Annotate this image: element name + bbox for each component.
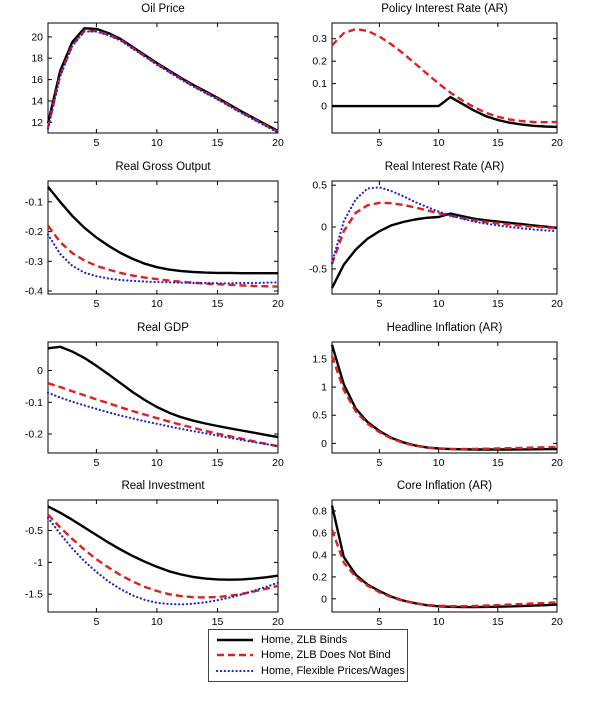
chart-title-core-inflation: Core Inflation (AR) <box>396 480 493 492</box>
svg-text:0: 0 <box>37 365 43 377</box>
svg-text:15: 15 <box>492 137 504 149</box>
plot-oil-price: 5 10 15 20 12 14 16 18 20 <box>31 22 284 149</box>
svg-text:5: 5 <box>93 616 99 628</box>
svg-text:10: 10 <box>151 298 163 310</box>
svg-text:0.5: 0.5 <box>312 180 327 192</box>
svg-text:20: 20 <box>551 137 563 149</box>
svg-text:0.8: 0.8 <box>312 506 327 518</box>
chart-title-headline-inflation: Headline Inflation (AR) <box>386 322 503 334</box>
svg-text:20: 20 <box>551 457 563 469</box>
svg-text:15: 15 <box>212 298 224 310</box>
svg-text:20: 20 <box>551 616 563 628</box>
chart-title-real-interest-rate: Real Interest Rate (AR) <box>384 161 505 173</box>
svg-text:15: 15 <box>212 616 224 628</box>
svg-text:0.3: 0.3 <box>312 33 327 45</box>
svg-text:18: 18 <box>31 53 43 65</box>
svg-text:0.6: 0.6 <box>312 527 327 539</box>
plot-real-investment: 5 10 15 20 -1.5 -1 -0.5 <box>25 499 284 628</box>
chart-title-real-gdp: Real GDP <box>137 322 189 334</box>
svg-text:5: 5 <box>376 616 382 628</box>
svg-text:0.2: 0.2 <box>312 571 327 583</box>
svg-text:-0.1: -0.1 <box>25 397 43 409</box>
plot-core-inflation: 5 10 15 20 0 0.2 0.4 0.6 0.8 <box>312 499 563 628</box>
svg-text:15: 15 <box>212 137 224 149</box>
svg-text:5: 5 <box>376 137 382 149</box>
svg-text:14: 14 <box>31 96 43 108</box>
svg-text:20: 20 <box>31 31 43 43</box>
svg-text:10: 10 <box>151 457 163 469</box>
svg-text:0.4: 0.4 <box>312 549 327 561</box>
svg-text:5: 5 <box>93 137 99 149</box>
svg-text:15: 15 <box>492 616 504 628</box>
svg-text:-1.5: -1.5 <box>25 589 43 601</box>
plot-real-gross-output: 5 10 15 20 -0.4 -0.3 -0.2 -0.1 <box>25 180 284 310</box>
svg-text:-0.5: -0.5 <box>25 525 43 537</box>
svg-text:-0.1: -0.1 <box>25 196 43 208</box>
svg-text:-0.2: -0.2 <box>25 429 43 441</box>
svg-text:20: 20 <box>272 298 284 310</box>
chart-title-real-gross-output: Real Gross Output <box>115 161 211 173</box>
chart-title-policy-interest-rate: Policy Interest Rate (AR) <box>381 3 508 15</box>
chart-title-oil-price: Oil Price <box>141 3 185 15</box>
legend-item-flexible-prices: Home, Flexible Prices/Wages <box>215 664 405 679</box>
svg-text:10: 10 <box>433 616 445 628</box>
svg-text:20: 20 <box>272 457 284 469</box>
svg-text:1: 1 <box>321 382 327 394</box>
legend-label: Home, ZLB Does Not Bind <box>261 649 391 662</box>
svg-text:-0.2: -0.2 <box>25 226 43 238</box>
svg-text:10: 10 <box>433 298 445 310</box>
svg-text:0.5: 0.5 <box>312 410 327 422</box>
svg-text:10: 10 <box>433 457 445 469</box>
svg-text:-0.4: -0.4 <box>25 286 43 298</box>
legend-item-zlb-binds: Home, ZLB Binds <box>215 632 401 647</box>
svg-text:-0.5: -0.5 <box>309 263 327 275</box>
svg-text:0: 0 <box>321 101 327 113</box>
svg-text:10: 10 <box>151 616 163 628</box>
plot-real-gdp: 5 10 15 20 -0.2 -0.1 0 <box>25 341 284 469</box>
svg-text:20: 20 <box>551 298 563 310</box>
svg-text:1.5: 1.5 <box>312 353 327 365</box>
legend-label: Home, Flexible Prices/Wages <box>261 665 405 678</box>
svg-text:15: 15 <box>492 457 504 469</box>
svg-text:15: 15 <box>212 457 224 469</box>
svg-text:5: 5 <box>93 457 99 469</box>
svg-text:16: 16 <box>31 74 43 86</box>
svg-text:20: 20 <box>272 137 284 149</box>
svg-text:0: 0 <box>321 438 327 450</box>
chart-title-real-investment: Real Investment <box>121 480 205 492</box>
svg-text:-0.3: -0.3 <box>25 256 43 268</box>
svg-text:10: 10 <box>151 137 163 149</box>
legend-box: Home, ZLB Binds Home, ZLB Does Not Bind … <box>208 629 408 682</box>
svg-text:-1: -1 <box>34 557 43 569</box>
plot-policy-interest-rate: 5 10 15 20 0 0.1 0.2 0.3 <box>312 22 563 149</box>
legend-line-solid-icon <box>217 638 253 642</box>
svg-text:12: 12 <box>31 117 43 129</box>
legend-line-dashed-icon <box>217 654 253 657</box>
legend-label: Home, ZLB Binds <box>261 633 348 646</box>
plot-real-interest-rate: 5 10 15 20 -0.5 0 0.5 <box>309 180 563 310</box>
svg-text:20: 20 <box>272 616 284 628</box>
svg-text:0.1: 0.1 <box>312 78 327 90</box>
svg-text:5: 5 <box>376 298 382 310</box>
legend-item-zlb-does-not-bind: Home, ZLB Does Not Bind <box>215 648 401 663</box>
svg-text:10: 10 <box>433 137 445 149</box>
svg-text:0: 0 <box>321 222 327 234</box>
svg-text:0.2: 0.2 <box>312 56 327 68</box>
legend-line-dotted-icon <box>215 670 255 673</box>
svg-text:5: 5 <box>376 457 382 469</box>
plot-headline-inflation: 5 10 15 20 0 0.5 1 1.5 <box>312 341 563 469</box>
svg-text:0: 0 <box>321 593 327 605</box>
svg-text:5: 5 <box>93 298 99 310</box>
svg-text:15: 15 <box>492 298 504 310</box>
